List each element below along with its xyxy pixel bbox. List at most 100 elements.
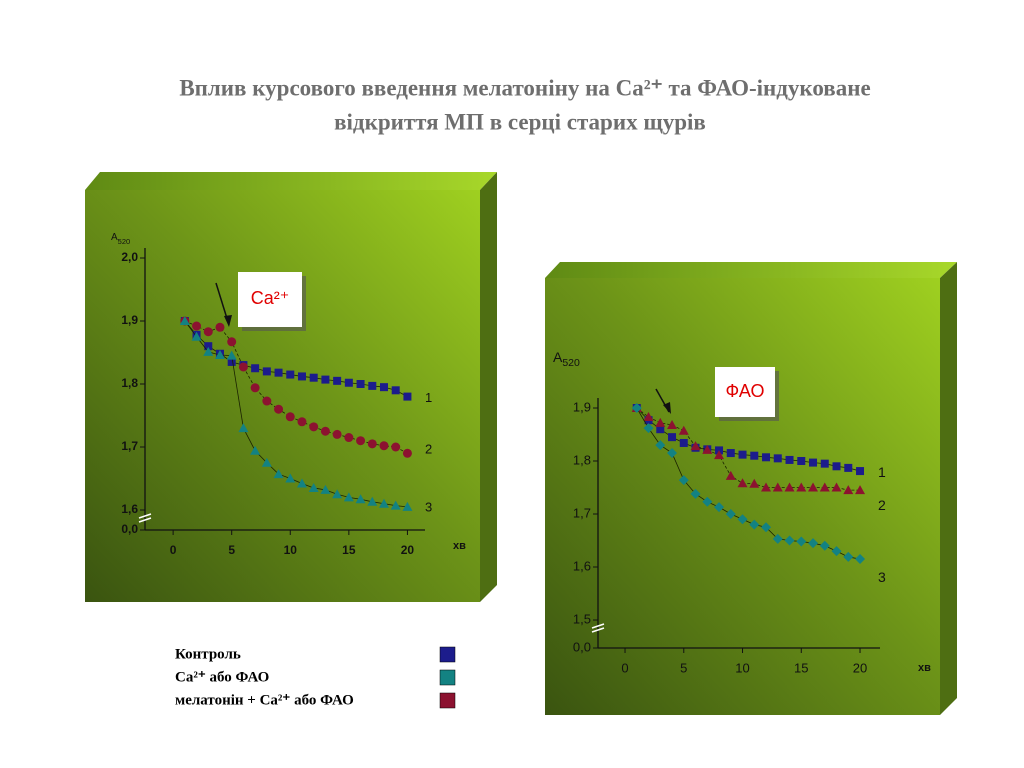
point xyxy=(367,496,378,506)
point xyxy=(784,482,795,492)
point xyxy=(192,321,202,331)
point xyxy=(678,475,689,486)
point xyxy=(855,554,866,565)
point xyxy=(679,438,688,447)
point xyxy=(737,514,748,525)
x-axis-label: хв xyxy=(918,662,931,674)
point xyxy=(762,453,771,462)
y-axis-label: A520 xyxy=(111,232,130,246)
annotation: Ca²⁺ xyxy=(251,288,290,308)
point xyxy=(344,378,353,387)
title: відкриття МП в серці старих щурів xyxy=(334,109,706,134)
point xyxy=(737,478,748,488)
point xyxy=(297,372,306,381)
x-tick-label: 10 xyxy=(735,660,749,675)
x-tick-label: 15 xyxy=(342,543,356,557)
point xyxy=(808,538,819,549)
point xyxy=(391,386,400,395)
panel-top xyxy=(545,262,957,278)
y-axis-label: A xyxy=(111,232,118,243)
point xyxy=(831,546,842,557)
legend-swatch xyxy=(439,669,456,686)
title: Вплив курсового введення мелатоніну на C… xyxy=(179,75,870,100)
x-tick-label: 5 xyxy=(228,543,235,557)
y-break-label: 0,0 xyxy=(121,522,138,536)
axis-break xyxy=(591,623,605,633)
x-tick-label: 15 xyxy=(794,660,808,675)
point xyxy=(356,436,366,446)
x-tick-label: 20 xyxy=(853,660,867,675)
point xyxy=(355,494,366,504)
series-label: 2 xyxy=(425,442,432,457)
annotation-box xyxy=(238,272,302,327)
point xyxy=(368,381,377,390)
point xyxy=(273,469,284,479)
point xyxy=(655,417,666,427)
point xyxy=(749,478,760,488)
point xyxy=(643,412,654,422)
point xyxy=(261,457,272,467)
point xyxy=(285,412,295,422)
point xyxy=(333,376,342,385)
point xyxy=(773,454,782,463)
annotation: ФАО xyxy=(726,381,765,401)
y-tick-label: 2,0 xyxy=(121,250,138,264)
y-axis-label: A xyxy=(553,349,563,365)
point xyxy=(702,444,713,454)
series-label: 1 xyxy=(425,390,432,405)
point xyxy=(796,482,807,492)
point xyxy=(204,342,213,351)
point xyxy=(690,441,701,451)
x-tick-label: 0 xyxy=(170,543,177,557)
point xyxy=(203,327,213,337)
point xyxy=(262,367,271,376)
point xyxy=(274,368,283,377)
point xyxy=(262,396,272,406)
point xyxy=(667,448,678,459)
point xyxy=(179,316,190,325)
point xyxy=(285,473,296,483)
point xyxy=(808,482,819,492)
series-label: 1 xyxy=(878,464,886,480)
y-tick-label: 1,8 xyxy=(573,452,591,467)
y-tick-label: 1,9 xyxy=(121,313,138,327)
series-label: 3 xyxy=(425,499,432,514)
x-tick-label: 20 xyxy=(401,543,415,557)
point xyxy=(819,482,830,492)
point xyxy=(391,442,401,452)
point xyxy=(832,462,841,471)
point xyxy=(725,509,736,519)
series-label: 3 xyxy=(878,569,886,585)
point xyxy=(785,455,794,464)
point xyxy=(831,482,842,492)
point xyxy=(714,502,725,513)
point xyxy=(332,429,342,439)
point xyxy=(631,403,642,413)
point xyxy=(191,331,202,341)
point xyxy=(738,450,747,459)
y-tick-label: 1,7 xyxy=(573,505,591,520)
x-tick-label: 5 xyxy=(680,660,687,675)
panel-side xyxy=(940,262,957,715)
point xyxy=(320,484,331,494)
point xyxy=(403,392,412,401)
panel-top xyxy=(85,172,497,190)
annotation-box xyxy=(715,367,775,417)
point xyxy=(227,337,237,347)
point xyxy=(702,496,713,507)
y-tick-label: 1,6 xyxy=(121,502,138,516)
point xyxy=(796,536,807,547)
point xyxy=(843,551,854,562)
x-tick-label: 0 xyxy=(621,660,628,675)
legend-label: Ca²⁺ або ФАО xyxy=(175,669,269,685)
point xyxy=(308,482,319,492)
series-label: 2 xyxy=(878,497,886,513)
point xyxy=(379,441,389,451)
point xyxy=(402,448,412,458)
point xyxy=(749,519,760,530)
point xyxy=(714,450,725,460)
y-tick-label: 1,5 xyxy=(573,611,591,626)
point xyxy=(809,458,818,467)
point xyxy=(344,433,354,443)
point xyxy=(750,451,759,460)
